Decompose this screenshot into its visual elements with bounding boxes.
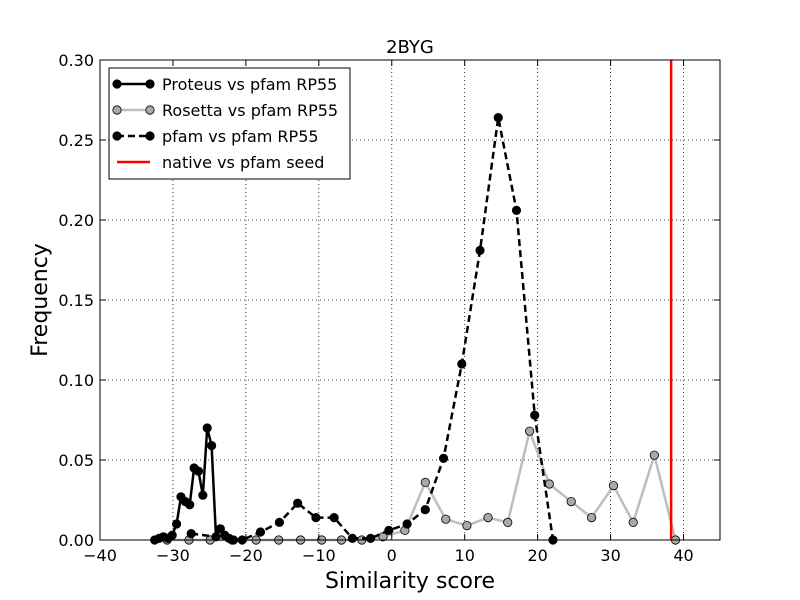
y-tick-label: 0.10: [58, 371, 94, 390]
tick-layer: −40 −30 −20 −10 0 10 20 30 40 0.00 0.05 0.10 0.15 0.2…: [58, 51, 720, 565]
data-point-rosetta-vs-pfam-rp55: [462, 520, 472, 531]
data-point-rosetta-vs-pfam-rp55: [566, 496, 576, 507]
data-point-pfam-vs-pfam-rp55: [347, 533, 357, 544]
data-point-pfam-vs-pfam-rp55: [293, 498, 303, 508]
y-tick-label: 0.00: [58, 531, 94, 550]
data-point-pfam-vs-pfam-rp55: [186, 528, 196, 539]
data-point-pfam-vs-pfam-rp55: [475, 245, 485, 255]
data-point-rosetta-vs-pfam-rp55: [441, 514, 451, 524]
legend-label: pfam vs pfam RP55: [162, 127, 319, 146]
y-tick-label: 0.30: [58, 51, 94, 70]
data-point-pfam-vs-pfam-rp55: [457, 359, 467, 369]
x-tick-label: −40: [83, 546, 117, 565]
x-tick-label: 0: [387, 546, 397, 565]
data-point-rosetta-vs-pfam-rp55: [503, 517, 513, 528]
data-point-pfam-vs-pfam-rp55: [366, 533, 376, 544]
data-point-pfam-vs-pfam-rp55: [511, 205, 522, 215]
x-tick-label: −10: [302, 546, 336, 565]
data-point-rosetta-vs-pfam-rp55: [483, 512, 493, 523]
data-point-pfam-vs-pfam-rp55: [329, 512, 339, 523]
data-point-rosetta-vs-pfam-rp55: [544, 479, 554, 489]
x-tick-label: 10: [455, 546, 475, 565]
data-point-proteus-vs-pfam-rp55: [211, 532, 221, 542]
data-point-rosetta-vs-pfam-rp55: [525, 426, 535, 436]
data-point-pfam-vs-pfam-rp55: [402, 519, 412, 529]
legend-marker: [145, 105, 155, 115]
x-tick-label: −20: [229, 546, 263, 565]
legend-items: Proteus vs pfam RP55 Rosetta vs pfam RP55…: [112, 75, 338, 172]
data-point-pfam-vs-pfam-rp55: [493, 113, 503, 123]
y-tick-label: 0.15: [58, 291, 94, 310]
data-point-pfam-vs-pfam-rp55: [311, 512, 321, 523]
data-point-rosetta-vs-pfam-rp55: [587, 512, 597, 523]
legend-label: native vs pfam seed: [162, 153, 324, 172]
data-point-pfam-vs-pfam-rp55: [438, 453, 449, 463]
legend-marker: [112, 131, 122, 141]
data-point-proteus-vs-pfam-rp55: [207, 440, 217, 451]
y-axis-label: Frequency: [28, 243, 53, 357]
legend-frame: [108, 67, 351, 180]
data-point-pfam-vs-pfam-rp55: [384, 525, 394, 536]
y-tick-label: 0.20: [58, 211, 94, 230]
data-point-rosetta-vs-pfam-rp55: [628, 517, 638, 528]
data-point-pfam-vs-pfam-rp55: [274, 517, 285, 528]
data-point-proteus-vs-pfam-rp55: [171, 519, 182, 529]
legend: Proteus vs pfam RP55 Rosetta vs pfam RP55…: [108, 67, 351, 180]
data-point-pfam-vs-pfam-rp55: [530, 410, 540, 420]
legend-marker: [145, 131, 155, 141]
data-point-rosetta-vs-pfam-rp55: [420, 477, 430, 487]
x-tick-label: 20: [527, 546, 547, 565]
data-point-pfam-vs-pfam-rp55: [420, 504, 430, 515]
data-point-proteus-vs-pfam-rp55: [167, 530, 177, 540]
data-point-proteus-vs-pfam-rp55: [202, 423, 212, 433]
data-point-proteus-vs-pfam-rp55: [193, 466, 204, 476]
legend-marker: [112, 79, 122, 89]
legend-marker: [112, 105, 122, 115]
data-point-rosetta-vs-pfam-rp55: [649, 450, 659, 460]
x-tick-label: 40: [673, 546, 693, 565]
data-point-proteus-vs-pfam-rp55: [215, 524, 225, 534]
legend-label: Rosetta vs pfam RP55: [162, 101, 338, 120]
data-point-pfam-vs-pfam-rp55: [255, 527, 266, 537]
x-tick-label: 30: [600, 546, 620, 565]
legend-label: Proteus vs pfam RP55: [162, 75, 337, 94]
y-tick-label: 0.25: [58, 131, 94, 150]
x-axis-label: Similarity score: [325, 569, 495, 594]
data-point-proteus-vs-pfam-rp55: [198, 490, 208, 500]
chart-title: 2BYG: [386, 37, 434, 58]
grid-layer: [99, 59, 720, 541]
x-tick-label: −30: [156, 546, 190, 565]
legend-marker: [145, 79, 155, 89]
data-point-rosetta-vs-pfam-rp55: [608, 480, 619, 491]
data-point-proteus-vs-pfam-rp55: [185, 500, 195, 510]
y-tick-label: 0.05: [58, 451, 94, 470]
